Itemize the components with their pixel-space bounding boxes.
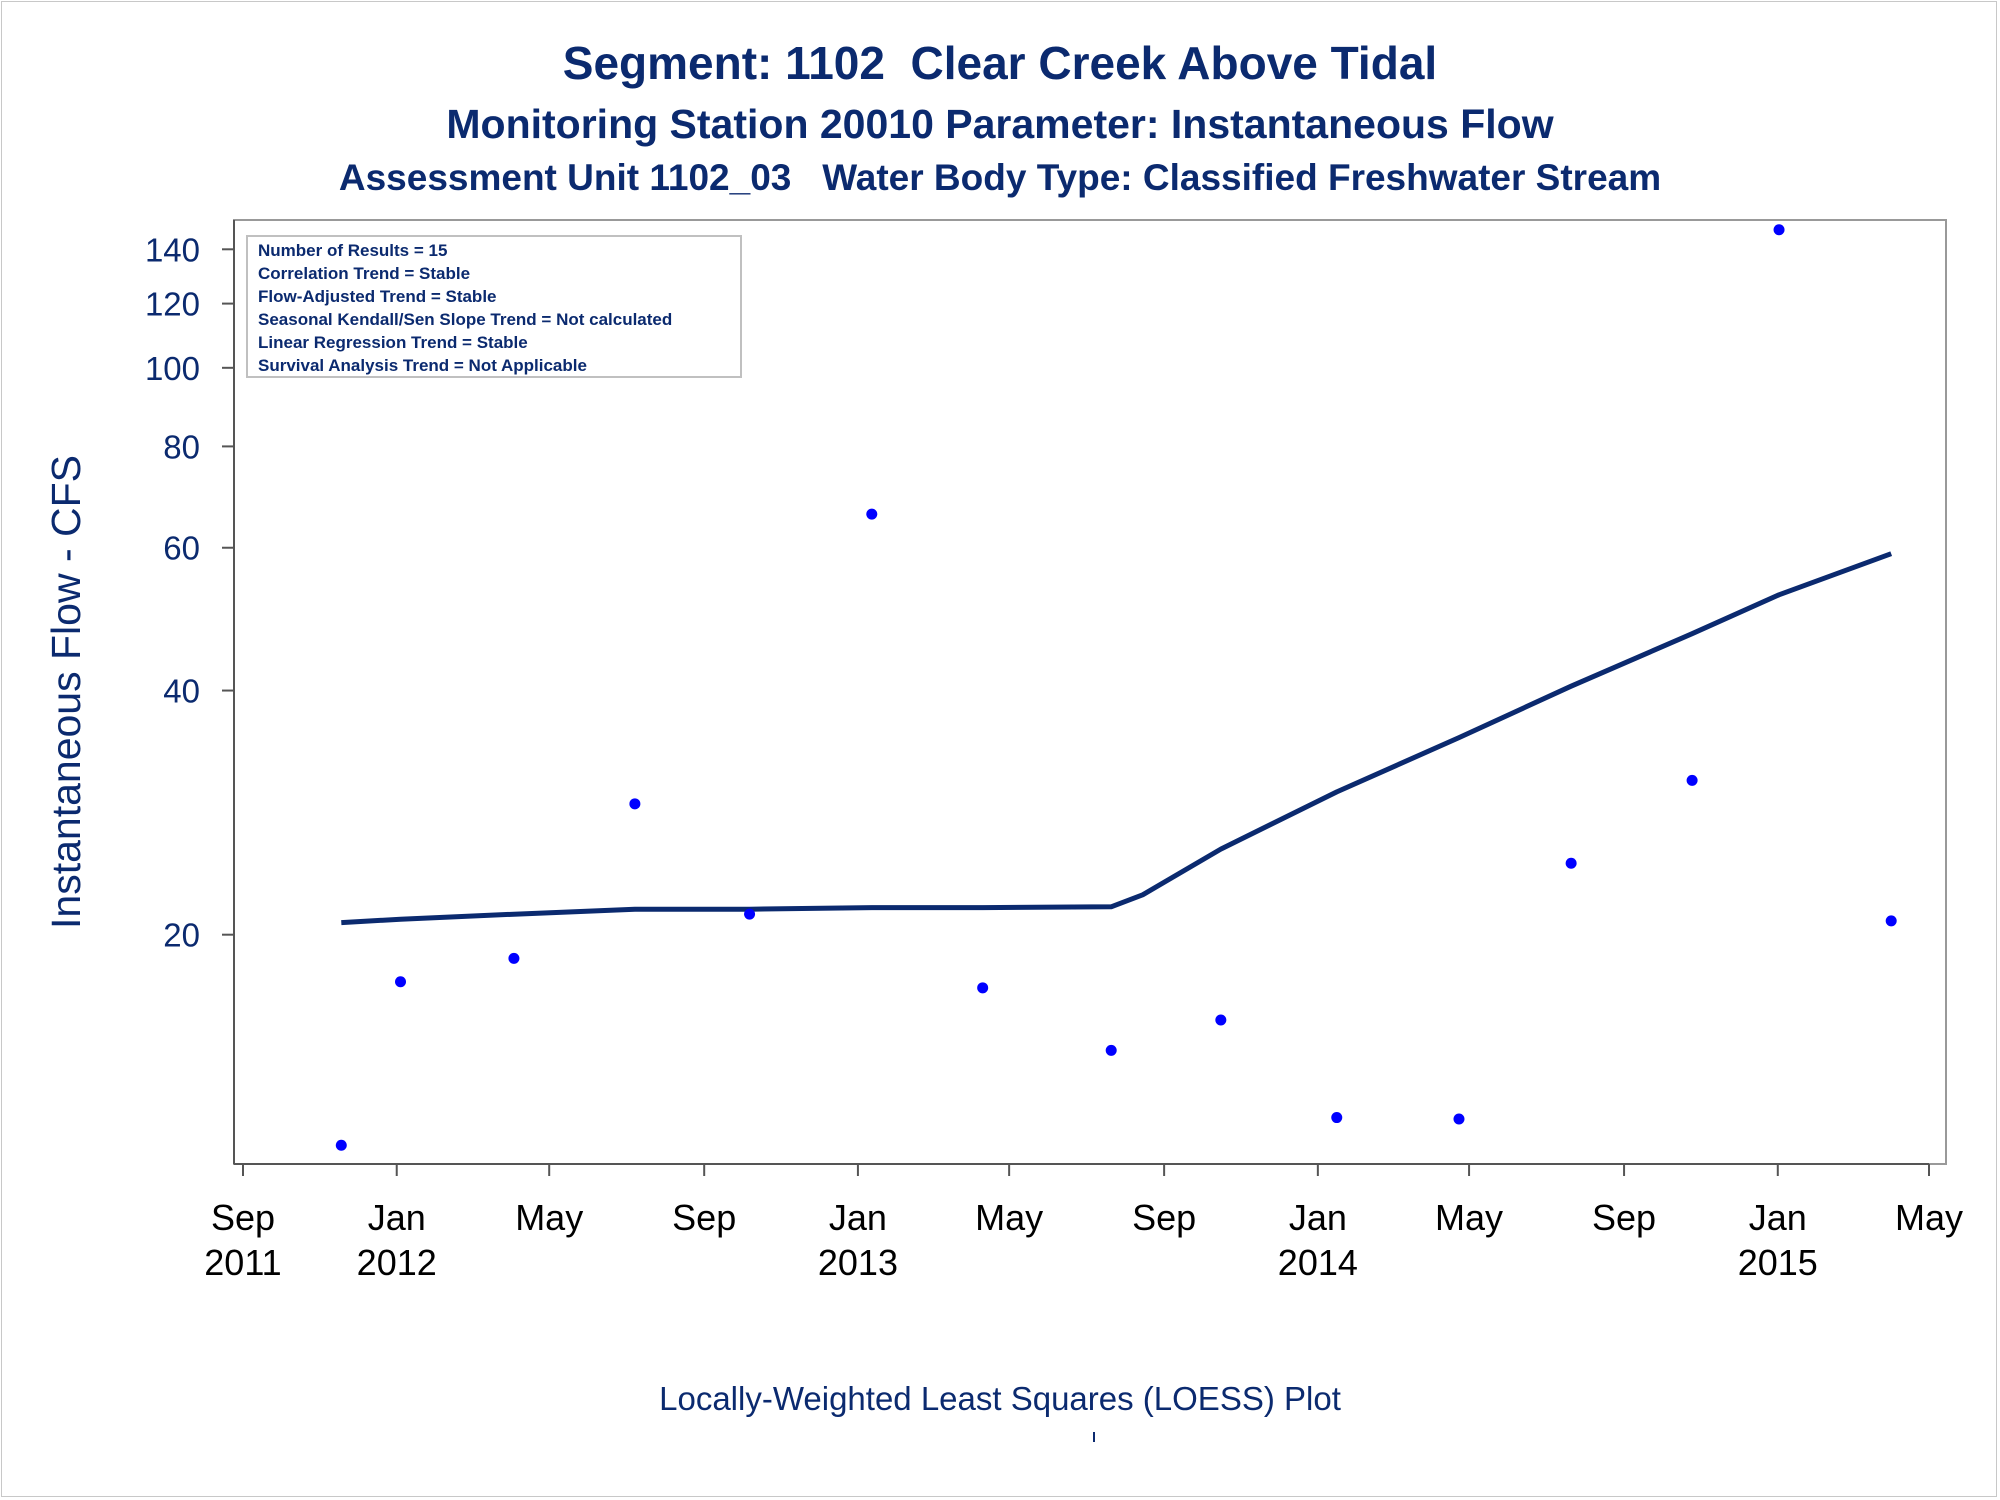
chart-subtitle-2: Assessment Unit 1102_03 Water Body Type:… [338,157,1662,198]
x-tick-label: May [1895,1197,1963,1238]
chart-subtitle: Monitoring Station 20010 Parameter: Inst… [446,101,1554,147]
data-point [335,1139,347,1151]
data-point [866,508,878,520]
chart-footnote: Locally-Weighted Least Squares (LOESS) P… [659,1380,1341,1417]
data-point [1565,857,1577,869]
x-tick-label: Jan [1289,1197,1347,1238]
y-tick-label: 100 [145,350,200,387]
x-tick-year-label: 2012 [357,1242,437,1283]
data-point [629,798,641,810]
x-tick-year-label: 2011 [204,1242,281,1283]
x-tick-label: Jan [1749,1197,1807,1238]
x-tick-label: May [515,1197,583,1238]
data-point [1105,1044,1117,1056]
points-layer [335,224,1897,1151]
chart-title: Segment: 1102 Clear Creek Above Tidal [562,37,1438,89]
y-tick-label: 60 [163,530,200,567]
loess-layer [341,551,1893,926]
data-point [395,976,407,988]
data-point [1885,915,1897,927]
y-tick-label: 120 [145,286,200,323]
inset-legend-box [246,235,742,378]
x-tick-label: Jan [368,1197,426,1238]
x-tick-label: Jan [829,1197,887,1238]
data-point [744,908,756,920]
data-point [1773,224,1785,236]
x-tick-label: Sep [672,1197,736,1238]
data-point [1215,1014,1227,1026]
x-tick-label: May [1435,1197,1503,1238]
y-axis: 20 40 60 80 100 120 140 [145,220,235,1164]
inset-legend-line: Survival Analysis Trend = Not Applicable [258,356,587,375]
inset-legend-line: Flow-Adjusted Trend = Stable [258,287,497,306]
y-tick-label: 40 [163,673,200,710]
y-tick-label: 140 [145,231,200,268]
y-tick-label: 80 [163,428,200,465]
data-point [508,952,520,964]
x-tick-label: May [975,1197,1043,1238]
inset-legend-line: Linear Regression Trend = Stable [258,333,528,352]
x-tick-label: Sep [1592,1197,1656,1238]
data-point [1331,1112,1343,1124]
footnote-tick-mark [1093,1432,1095,1442]
y-tick-label: 20 [163,917,200,954]
data-point [977,982,989,994]
x-tick-label: Sep [211,1197,275,1238]
inset-legend-line: Number of Results = 15 [258,241,447,260]
x-tick-label: Sep [1132,1197,1196,1238]
y-axis-label: Instantaneous Flow - CFS [43,455,89,929]
inset-legend-line: Correlation Trend = Stable [258,264,470,283]
loess-line [341,551,1893,926]
inset-legend: Number of Results = 15 Correlation Trend … [246,235,742,378]
data-point [1453,1113,1465,1125]
x-tick-year-label: 2015 [1738,1242,1818,1283]
data-point [1686,774,1698,786]
x-tick-year-label: 2013 [818,1242,898,1283]
inset-legend-line: Seasonal Kendall/Sen Slope Trend = Not c… [258,310,672,329]
x-tick-year-label: 2014 [1278,1242,1358,1283]
